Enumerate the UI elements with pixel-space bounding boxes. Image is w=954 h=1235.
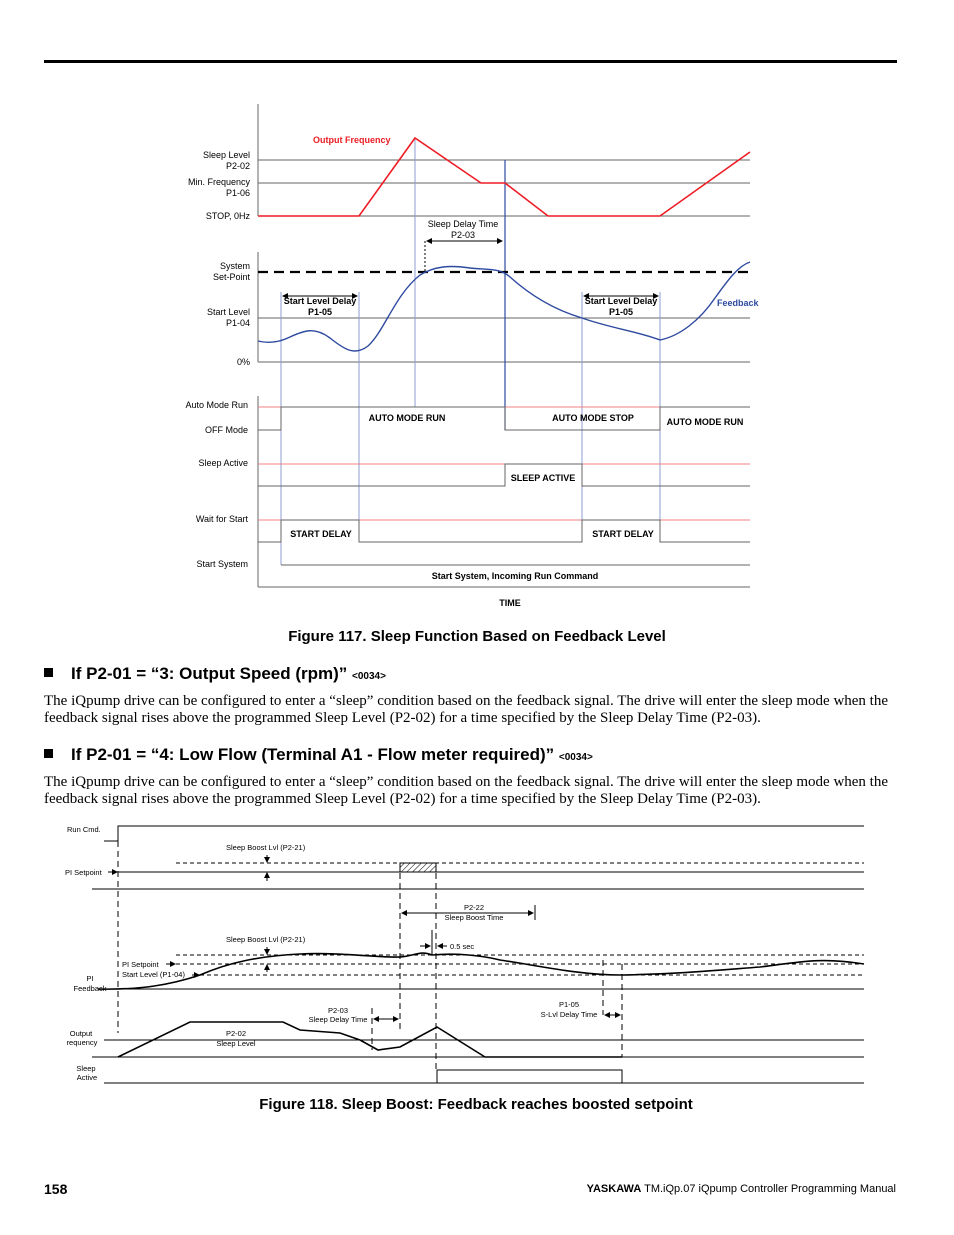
label-p2-02: P2-02 [226,161,250,171]
label-p1-05: P1-05 [559,1000,579,1009]
heading-text: If P2-01 = “4: Low Flow (Terminal A1 - F… [71,745,555,764]
label-p2-03: P2-03 [451,230,475,240]
label-p2-03: P2-03 [328,1006,348,1015]
label-boost-level: Sleep Boost Lvl (P2-21) [226,935,306,944]
label-start-level: Start Level (P1-04) [122,970,185,979]
label-sleep-delay: Sleep Delay Time [428,219,499,229]
label-pi-setpoint: PI Setpoint [65,868,103,877]
state-auto-mode-stop: AUTO MODE STOP [552,413,634,423]
label-p1-04: P1-04 [226,318,250,328]
brand: YASKAWA [586,1183,642,1195]
label-feedback: Feedback [74,984,107,993]
output-frequency-line [258,136,751,217]
label-p2-02: P2-02 [226,1029,246,1038]
label-slvl-delay: S-Lvl Delay Time [541,1010,598,1019]
label-active: Active [77,1073,97,1082]
label-stop: STOP, 0Hz [206,211,251,221]
figure-118-caption: Figure 118. Sleep Boost: Feedback reache… [259,1096,693,1113]
label-sleep-level: Sleep Level [203,150,250,160]
footer-manual-title: YASKAWA TM.iQp.07 iQpump Controller Prog… [587,1183,896,1195]
bullet-icon [44,749,53,758]
label-start-level-delay: Start Level Delay [284,296,357,306]
label-output: Output [70,1029,93,1038]
label-sleep-active: Sleep Active [198,458,248,468]
heading-tag: <0034> [558,752,593,763]
page-number: 158 [44,1181,68,1197]
label-start-level: Start Level [207,307,250,317]
axis-time: TIME [499,598,521,608]
label-sleep-level: Sleep Level [216,1039,256,1048]
bullet-icon [44,668,53,677]
label-half-sec: 0.5 sec [450,942,474,951]
heading-tag: <0034> [352,671,386,682]
label-auto-mode-run: Auto Mode Run [185,400,248,410]
label-boost-time: Sleep Boost Time [445,913,504,922]
state-start-delay: START DELAY [290,529,352,539]
label-start-level-delay: Start Level Delay [585,296,658,306]
label-min-frequency: Min. Frequency [188,177,251,187]
state-start-system: Start System, Incoming Run Command [432,571,599,581]
figure-117-caption: Figure 117. Sleep Function Based on Feed… [288,628,666,645]
label-p2-22: P2-22 [464,903,484,912]
state-start-delay: START DELAY [592,529,654,539]
label-sleep: Sleep [76,1064,95,1073]
section-body: The iQpump drive can be configured to en… [44,693,889,726]
label-p1-06: P1-06 [226,188,250,198]
label-p1-05: P1-05 [609,307,633,317]
feedback-curve [257,261,751,352]
label-zero: 0% [237,357,250,367]
label-setpoint: Set-Point [213,272,251,282]
label-pi-setpoint: PI Setpoint [122,960,160,969]
section-heading-low-flow: If P2-01 = “4: Low Flow (Terminal A1 - F… [44,745,593,765]
label-system: System [220,261,250,271]
heading-text: If P2-01 = “3: Output Speed (rpm)” [71,664,348,683]
label-output-frequency: Output Frequency [313,135,391,145]
label-feedback: Feedback [717,298,760,308]
manual-name: TM.iQp.07 iQpump Controller Programming … [641,1183,896,1195]
label-frequency: requency [67,1038,98,1047]
label-sleep-delay: Sleep Delay Time [309,1015,368,1024]
label-pi: PI [86,974,93,983]
label-boost-level: Sleep Boost Lvl (P2-21) [226,843,306,852]
header-rule [44,60,897,63]
label-p1-05: P1-05 [308,307,332,317]
section-body: The iQpump drive can be configured to en… [44,774,889,807]
label-wait-for-start: Wait for Start [196,514,249,524]
label-run-cmd: Run Cmd. [67,825,101,834]
label-off-mode: OFF Mode [205,425,248,435]
state-sleep-active: SLEEP ACTIVE [511,473,576,483]
figure-118-diagram: Run Cmd. PI Setpoint Sleep Boost Lvl (P2… [65,825,865,1084]
state-auto-mode-run: AUTO MODE RUN [369,413,446,423]
section-heading-output-speed: If P2-01 = “3: Output Speed (rpm)” <0034… [44,664,386,684]
label-start-system: Start System [196,559,248,569]
state-auto-mode-run: AUTO MODE RUN [667,417,744,427]
